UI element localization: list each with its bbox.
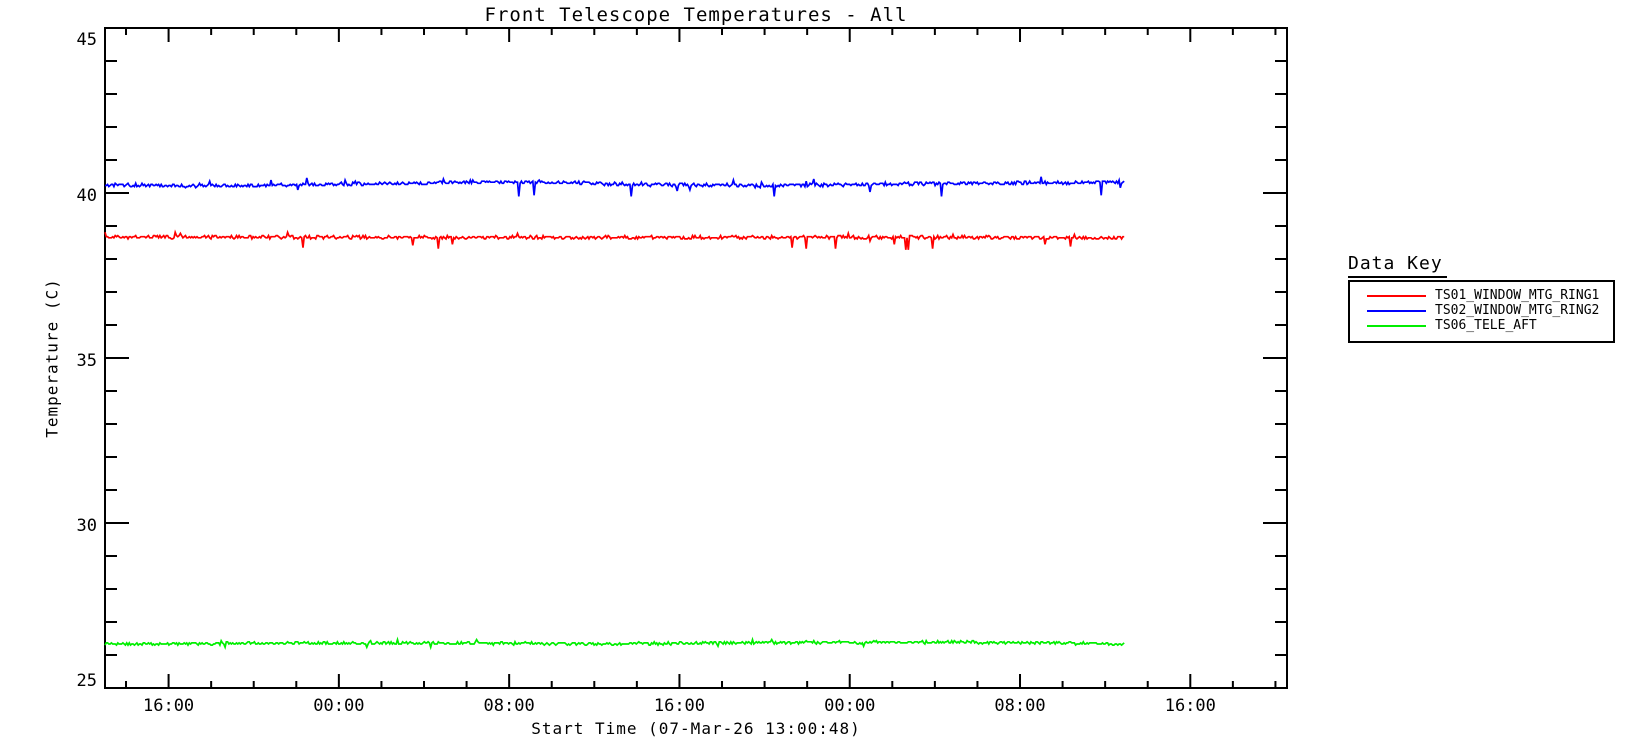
series-line-TS02_WINDOW_MTG_RING2 [105, 176, 1125, 197]
tick-labels: 16:00 00:00 08:00 16:00 00:00 08:00 16:00 25 30 3… [77, 30, 1216, 716]
x-tick-label: 00:00 [313, 696, 364, 716]
x-tick-label: 08:00 [994, 696, 1045, 716]
x-tick-label: 16:00 [654, 696, 705, 716]
legend-entry: TS02_WINDOW_MTG_RING2 [1350, 303, 1613, 318]
y-tick-label: 45 [77, 30, 97, 50]
legend-swatch-line [1367, 324, 1426, 327]
x-tick-label: 00:00 [824, 696, 875, 716]
x-tick-label: 16:00 [1165, 696, 1216, 716]
y-tick-label: 35 [77, 351, 97, 371]
legend: Data Key TS01_WINDOW_MTG_RING1 TS02_WINDO… [1348, 253, 1615, 343]
chart-title: Front Telescope Temperatures - All [484, 4, 908, 26]
legend-label: TS06_TELE_AFT [1435, 318, 1537, 333]
series-line-TS06_TELE_AFT [104, 636, 1125, 651]
axis-ticks [105, 27, 1287, 689]
legend-entry: TS01_WINDOW_MTG_RING1 [1350, 288, 1613, 303]
legend-swatch-line [1367, 309, 1426, 312]
y-axis-label: Temperature (C) [42, 278, 62, 438]
legend-box: TS01_WINDOW_MTG_RING1 TS02_WINDOW_MTG_RIN… [1348, 280, 1615, 343]
plot-box [104, 27, 1288, 689]
series-line-TS01_WINDOW_MTG_RING1 [104, 229, 1125, 250]
legend-swatch-line [1367, 294, 1426, 297]
legend-title: Data Key [1348, 253, 1447, 278]
y-tick-label: 40 [77, 186, 97, 206]
x-tick-label: 16:00 [143, 696, 194, 716]
x-tick-label: 08:00 [484, 696, 535, 716]
legend-label: TS01_WINDOW_MTG_RING1 [1435, 288, 1600, 303]
legend-entry: TS06_TELE_AFT [1350, 318, 1613, 333]
y-tick-label: 30 [77, 516, 97, 536]
legend-label: TS02_WINDOW_MTG_RING2 [1435, 303, 1600, 318]
y-tick-label: 25 [77, 671, 97, 691]
x-axis-label: Start Time (07-Mar-26 13:00:48) [531, 719, 861, 738]
